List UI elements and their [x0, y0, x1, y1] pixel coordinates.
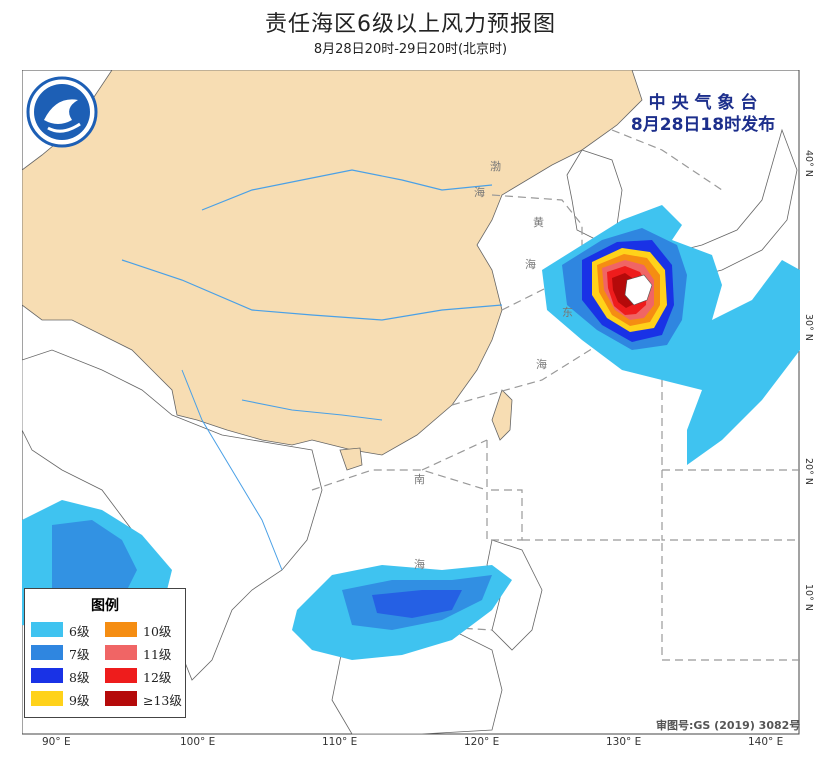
sea-label-east-2: 海 — [536, 358, 547, 371]
legend-label: 12级 — [143, 670, 172, 685]
cma-logo-icon — [26, 76, 98, 148]
lon-tick-120: 120° E — [464, 736, 500, 748]
legend-swatch — [31, 668, 63, 683]
lat-tick-20: 20° N — [803, 458, 814, 485]
map-subtitle: 8月28日20时-29日20时(北京时) — [313, 42, 508, 57]
hainan-land — [339, 447, 363, 471]
legend-item: 10级 — [105, 619, 185, 639]
lat-tick-10: 10° N — [803, 584, 814, 611]
sea-label-yellow-1: 黄 — [533, 216, 544, 229]
legend-swatch — [31, 645, 63, 660]
legend-item: 9级 — [31, 688, 111, 708]
legend-swatch — [105, 668, 137, 683]
lat-tick-40: 40° N — [803, 150, 814, 177]
typhoon-wind-field — [542, 205, 800, 465]
legend-swatch — [105, 645, 137, 660]
legend-item: ≥13级 — [105, 688, 185, 708]
lon-tick-140: 140° E — [748, 736, 784, 748]
approval-number: 审图号:GS (2019) 3082号 — [656, 719, 801, 732]
issuer-name: 中 央 气 象 台 — [648, 93, 758, 113]
lon-tick-130: 130° E — [606, 736, 642, 748]
legend-item: 6级 — [31, 619, 111, 639]
mekong-river — [181, 369, 283, 571]
legend-item: 7级 — [31, 642, 111, 662]
legend-label: ≥13级 — [143, 693, 182, 708]
issuer-block: 中 央 气 象 台 8月28日18时发布 — [618, 92, 788, 136]
sea-label-east-1: 东 — [562, 306, 573, 319]
legend-label: 10级 — [143, 624, 172, 639]
lon-tick-110: 110° E — [322, 736, 358, 748]
sea-label-yellow-2: 海 — [525, 258, 536, 271]
legend-swatch — [105, 622, 137, 637]
yellow-river — [201, 169, 493, 211]
lon-tick-90: 90° E — [42, 736, 71, 748]
legend-label: 6级 — [69, 624, 90, 639]
sea-label-south-1: 南 — [414, 473, 425, 486]
china-land — [22, 70, 643, 456]
south-china-sea-wind-field — [292, 565, 512, 660]
legend-label: 11级 — [143, 647, 172, 662]
legend-swatch — [31, 691, 63, 706]
legend-item: 11级 — [105, 642, 185, 662]
legend-item: 8级 — [31, 665, 111, 685]
sea-label-bohai-1: 渤 — [490, 160, 501, 173]
sea-label-bohai-2: 海 — [474, 186, 485, 199]
taiwan-land — [491, 389, 513, 441]
yangtze-river — [121, 259, 503, 321]
sea-label-south-2: 海 — [414, 558, 425, 571]
legend-label: 8级 — [69, 670, 90, 685]
legend-label: 7级 — [69, 647, 90, 662]
lat-tick-30: 30° N — [803, 314, 814, 341]
legend-swatch — [31, 622, 63, 637]
legend-box: 图例 6级 10级 7级 11级 8级 12级 9级 ≥13级 — [24, 588, 186, 718]
legend-swatch — [105, 691, 137, 706]
map-title: 责任海区6级以上风力预报图 — [265, 12, 556, 37]
legend-title: 图例 — [91, 598, 119, 614]
pearl-river — [241, 399, 383, 421]
legend-item: 12级 — [105, 665, 185, 685]
issue-time: 8月28日18时发布 — [630, 115, 776, 135]
lon-tick-100: 100° E — [180, 736, 216, 748]
legend-label: 9级 — [69, 693, 90, 708]
